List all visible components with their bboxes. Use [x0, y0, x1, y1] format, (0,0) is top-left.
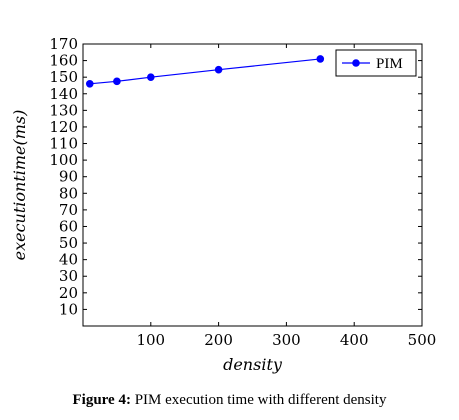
y-tick-label: 40 [59, 251, 78, 269]
plot-area [82, 43, 423, 327]
y-tick-label: 170 [49, 35, 78, 53]
data-point [214, 65, 223, 74]
y-tick-label: 80 [59, 184, 78, 202]
data-point [85, 80, 94, 88]
y-tick-label: 10 [59, 300, 78, 318]
x-tick-label: 100 [136, 331, 165, 349]
x-axis: 100 200 300 400 500 [136, 44, 436, 349]
x-tick-label: 200 [204, 331, 233, 349]
figure-caption: Figure 4: PIM execution time with differ… [0, 392, 459, 409]
caption-label: Figure 4: [72, 392, 131, 408]
y-tick-label: 110 [49, 135, 78, 153]
y-tick-label: 160 [49, 52, 78, 70]
data-point [316, 55, 325, 63]
line-chart: 100 200 300 400 500 102030405060708090100110… [10, 35, 436, 374]
legend: PIM [335, 49, 417, 77]
y-tick-label: 100 [49, 151, 78, 169]
y-tick-label: 70 [59, 201, 78, 219]
y-tick-label: 60 [59, 217, 78, 235]
y-tick-label: 20 [59, 284, 78, 302]
y-tick-label: 30 [59, 267, 78, 285]
y-axis: 1020304050607080901001101201301401501601… [49, 35, 422, 318]
legend-marker [352, 59, 360, 67]
legend-entry-pim: PIM [376, 56, 403, 72]
x-tick-label: 400 [340, 331, 369, 349]
x-tick-label: 300 [272, 331, 301, 349]
plot-frame [82, 43, 423, 327]
y-axis-label: executiontime(ms) [10, 110, 29, 261]
y-tick-label: 150 [49, 68, 78, 86]
caption-text: PIM execution time with different densit… [130, 392, 387, 408]
y-tick-label: 130 [49, 101, 78, 119]
data-point [147, 73, 155, 81]
y-tick-label: 50 [59, 234, 78, 252]
y-tick-label: 140 [49, 85, 78, 103]
series-line-pim [89, 58, 321, 85]
x-axis-label: density [223, 355, 283, 374]
data-point [113, 77, 121, 86]
y-tick-label: 90 [59, 168, 78, 186]
x-tick-label: 500 [408, 331, 437, 349]
y-tick-label: 120 [49, 118, 78, 136]
series-layer [85, 55, 325, 88]
